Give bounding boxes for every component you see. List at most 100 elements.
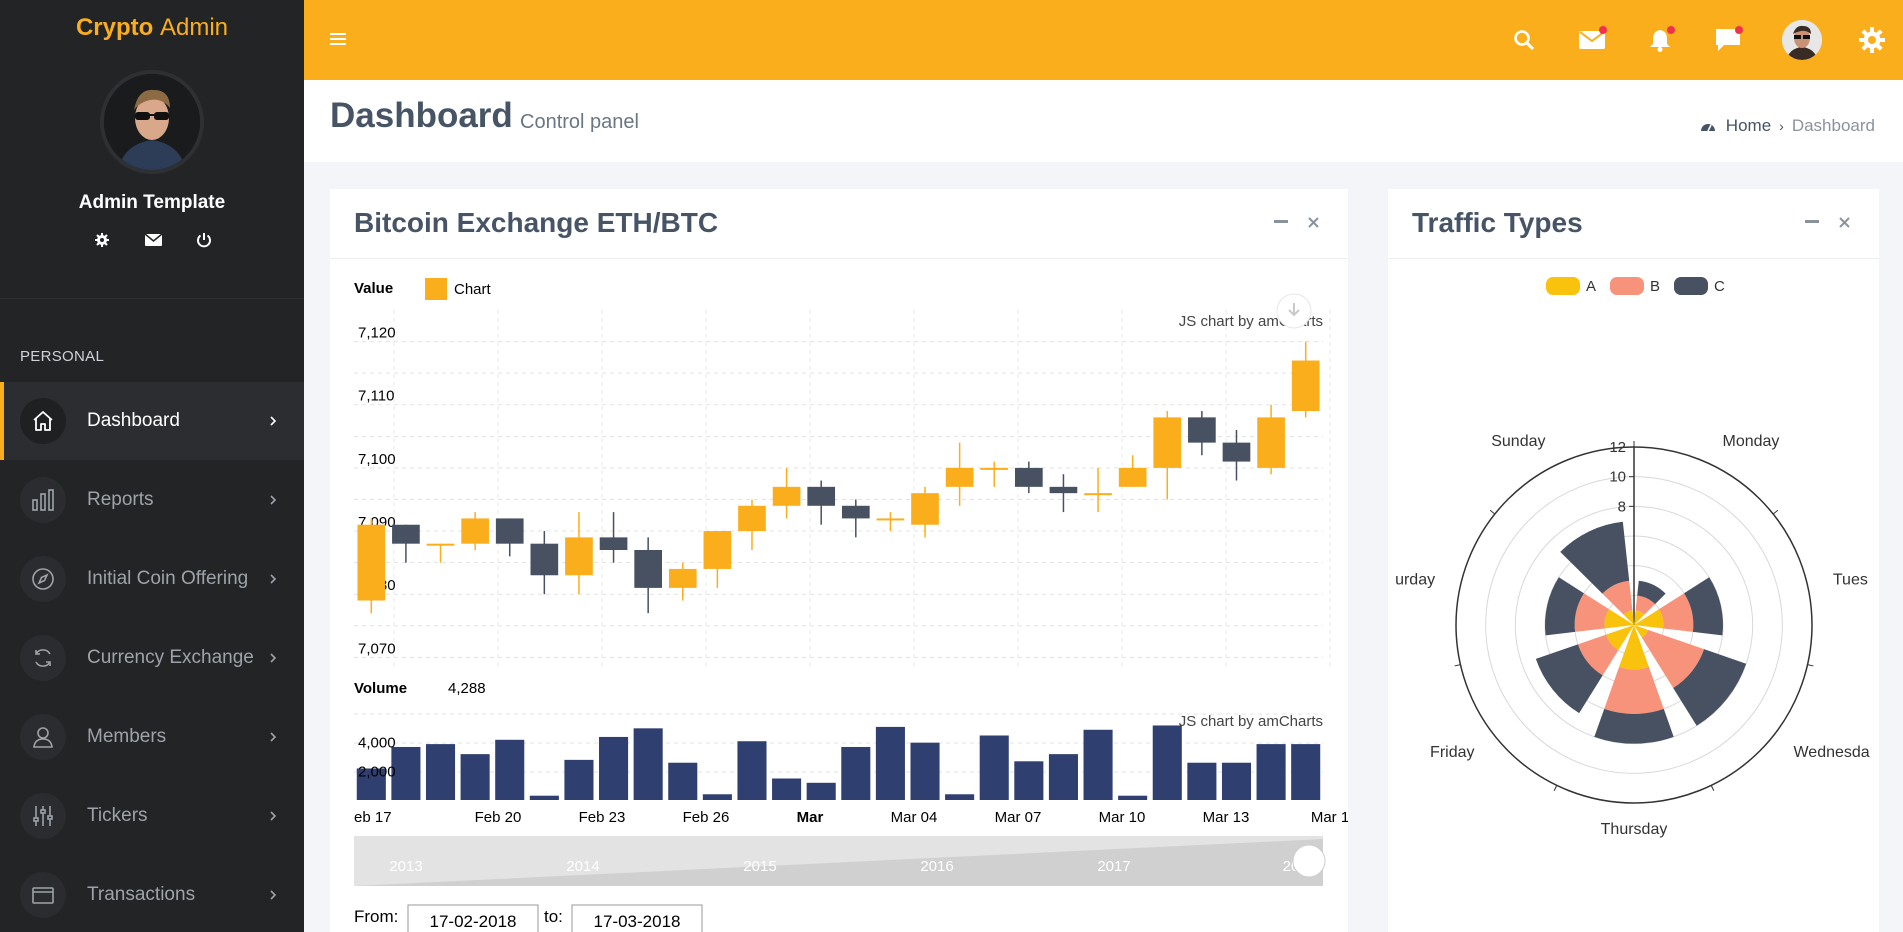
candle[interactable] [807, 480, 836, 525]
polar-bar-segment[interactable] [1594, 708, 1674, 744]
chat-icon[interactable] [1712, 24, 1744, 56]
volume-bar[interactable] [1221, 762, 1252, 800]
menu-toggle-icon[interactable] [330, 32, 346, 46]
legend-label[interactable]: B [1650, 278, 1660, 295]
volume-bar[interactable] [495, 739, 525, 800]
scrollbar-handle[interactable] [1292, 844, 1326, 878]
to-input[interactable] [571, 904, 703, 932]
brand-logo[interactable]: Crypto Admin [75, 14, 229, 41]
polar-bar-segment[interactable] [1545, 577, 1584, 636]
export-icon[interactable] [1276, 293, 1312, 329]
polar-bar-segment[interactable] [1574, 593, 1609, 632]
volume-bar[interactable] [945, 794, 975, 800]
volume-bar[interactable] [1118, 795, 1148, 800]
exchange-chart[interactable]: Value Chart JS chart by amCharts 7,070 7,… [330, 259, 1348, 932]
gear-icon[interactable] [1856, 24, 1888, 56]
candle[interactable] [530, 531, 559, 595]
polar-bar-segment[interactable] [1634, 625, 1649, 638]
volume-bar[interactable] [425, 744, 456, 800]
candle[interactable] [1222, 430, 1251, 481]
polar-bar-segment[interactable] [1641, 629, 1705, 688]
volume-bar[interactable] [702, 794, 732, 800]
candle[interactable] [876, 512, 905, 532]
sidebar-item-transactions[interactable]: Transactions [0, 856, 304, 932]
polar-bar-segment[interactable] [1604, 609, 1634, 629]
volume-bar[interactable] [841, 746, 871, 800]
legend-label[interactable]: A [1586, 278, 1596, 295]
traffic-polar-chart[interactable]: A B C 8 10 12 Monday Tues Wednesda Thursday Frid… [1388, 259, 1879, 932]
polar-bar-segment[interactable] [1659, 593, 1694, 632]
from-input[interactable] [407, 904, 539, 932]
volume-credit[interactable]: JS chart by amCharts [1179, 713, 1323, 730]
mail-icon[interactable] [141, 228, 165, 252]
candle[interactable] [599, 512, 628, 563]
volume-bar[interactable] [1014, 761, 1044, 800]
volume-bar[interactable] [875, 726, 905, 800]
power-icon[interactable] [192, 228, 216, 252]
candle[interactable] [565, 512, 593, 595]
candle[interactable] [1257, 404, 1285, 475]
sidebar-item-tickers[interactable]: Tickers [0, 777, 304, 855]
volume-bar[interactable] [564, 759, 594, 800]
polar-bar-segment[interactable] [1619, 625, 1649, 670]
avatar[interactable] [100, 70, 204, 174]
volume-bar[interactable] [1187, 762, 1217, 800]
candle[interactable] [392, 524, 420, 563]
polar-bar-segment[interactable] [1634, 609, 1664, 629]
candle[interactable] [668, 562, 697, 601]
bell-icon[interactable] [1644, 24, 1676, 56]
candle[interactable] [1084, 467, 1112, 513]
candle[interactable] [1118, 455, 1147, 487]
volume-bar[interactable] [910, 742, 940, 800]
volume-bar[interactable] [772, 778, 802, 801]
candle[interactable] [980, 461, 1009, 487]
volume-bar[interactable] [806, 782, 836, 800]
volume-bar[interactable] [1291, 744, 1321, 800]
candle[interactable] [1153, 411, 1182, 500]
polar-bar-segment[interactable] [1602, 580, 1633, 615]
polar-bar-segment[interactable] [1684, 577, 1723, 636]
polar-bar-segment[interactable] [1623, 610, 1634, 625]
candle[interactable] [911, 486, 939, 538]
chart-scrollbar[interactable]: 2013 2014 2015 2016 2017 20 [354, 836, 1326, 886]
polar-bar-segment[interactable] [1673, 649, 1747, 726]
search-icon[interactable] [1508, 24, 1540, 56]
sidebar-item-dashboard[interactable]: Dashboard [0, 382, 304, 460]
candle[interactable] [841, 499, 870, 538]
candle[interactable] [703, 531, 732, 588]
legend-swatch[interactable] [1674, 277, 1708, 295]
candle[interactable] [738, 499, 766, 550]
close-icon[interactable] [1839, 217, 1850, 228]
breadcrumb-home-link[interactable]: Home [1725, 116, 1772, 135]
candle[interactable] [1188, 411, 1216, 456]
polar-bar-segment[interactable] [1634, 610, 1645, 625]
candle[interactable] [357, 518, 386, 614]
volume-bar[interactable] [529, 795, 559, 800]
volume-bar[interactable] [737, 741, 767, 800]
volume-bar[interactable] [599, 736, 629, 800]
candle[interactable] [461, 512, 489, 550]
candle[interactable] [1014, 461, 1043, 494]
candle[interactable] [495, 518, 524, 557]
sidebar-item-members[interactable]: Members [0, 698, 304, 776]
volume-bar[interactable] [979, 735, 1009, 801]
legend-swatch[interactable] [1610, 277, 1644, 295]
sidebar-item-currency-exchange[interactable]: Currency Exchange [0, 619, 304, 697]
sidebar-item-initial-coin-offering[interactable]: Initial Coin Offering [0, 540, 304, 618]
sidebar-item-reports[interactable]: Reports [0, 461, 304, 539]
avatar[interactable] [1782, 20, 1822, 60]
volume-bar[interactable] [633, 728, 663, 800]
volume-bar[interactable] [391, 746, 421, 800]
polar-bar-segment[interactable] [1637, 580, 1666, 605]
legend-swatch[interactable] [1546, 277, 1580, 295]
candle[interactable] [634, 537, 663, 614]
polar-bar-segment[interactable] [1535, 644, 1603, 714]
legend-label[interactable]: C [1714, 278, 1725, 295]
volume-bar[interactable] [1083, 729, 1113, 800]
volume-bar[interactable] [1048, 754, 1078, 800]
candle[interactable] [945, 442, 974, 506]
polar-bar-segment[interactable] [1560, 521, 1630, 594]
volume-bar[interactable] [1152, 725, 1182, 800]
candle[interactable] [426, 543, 455, 563]
candle[interactable] [1049, 474, 1078, 513]
